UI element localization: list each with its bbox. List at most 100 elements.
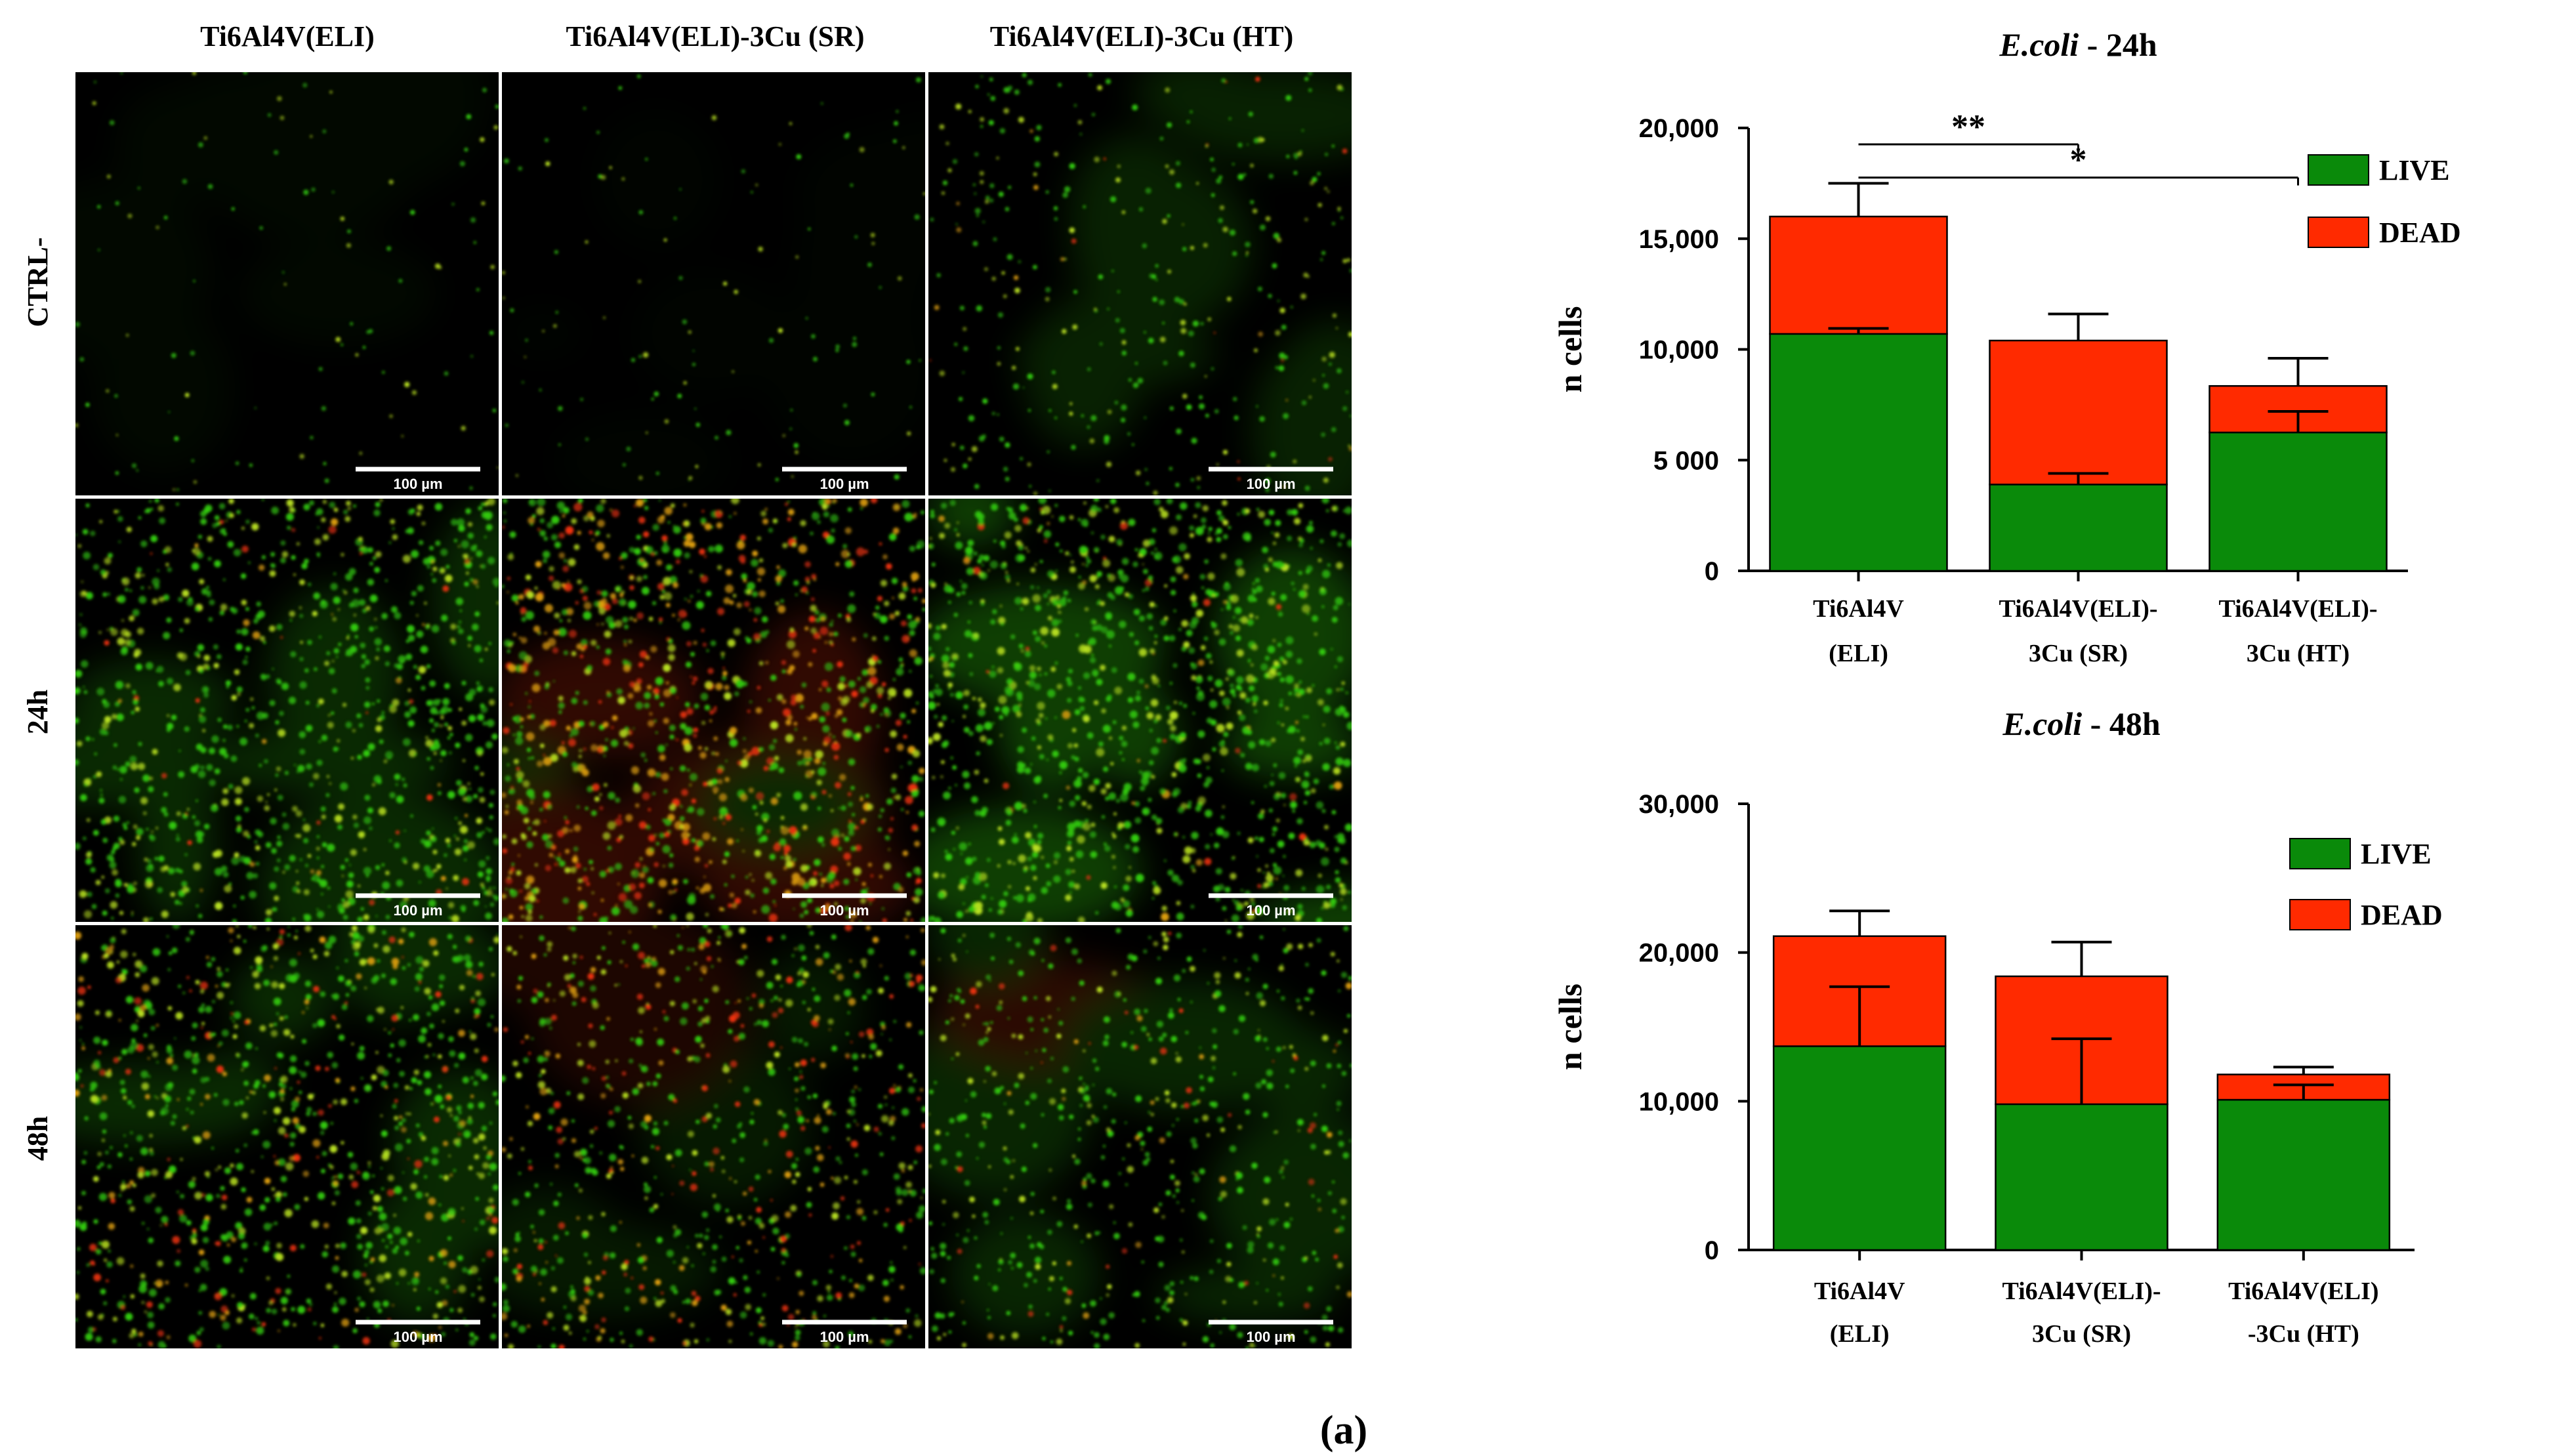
x-category-label: Ti6Al4V(ELI)- [1999,595,2157,623]
y-tick-label: 15,000 [1639,225,1719,254]
scale-bar-label: 100 µm [819,1329,869,1345]
bar-live [1769,333,1948,572]
column-header-sr: Ti6Al4V(ELI)-3Cu (SR) [566,20,864,52]
stained-cells [75,72,499,491]
legend-label: LIVE [2361,838,2432,870]
stained-cells [502,74,925,482]
row-label-24h: 24h [22,690,54,734]
y-tick-label: 10,000 [1639,336,1719,365]
fluorescence-haze [928,499,1352,922]
legend-swatch [2308,154,2369,186]
x-category-label: Ti6Al4V [1813,595,1904,623]
legend-entry-dead: DEAD [2308,217,2461,249]
error-bar-live [2051,1037,2112,1104]
column-header-ht: Ti6Al4V(ELI)-3Cu (HT) [990,20,1293,52]
fluorescence-haze [1014,72,1352,495]
bar-live [1995,1103,2168,1251]
bar-live [2209,431,2388,572]
chart-title-organism: E.coli [1999,26,2079,63]
micrograph-24h-ti6al4v-eli-3cu-sr: 100 µm [502,499,925,922]
micrograph-grid: Ti6Al4V(ELI) Ti6Al4V(ELI)-3Cu (SR) Ti6Al… [22,20,1352,1348]
y-axis-label: n cells [1552,984,1588,1070]
stained-cells [502,499,925,922]
scale-bar-label: 100 µm [1246,902,1295,919]
micrograph-24h-ti6al4v-eli: 100 µm [75,499,499,922]
y-tick-label: 5 000 [1653,446,1719,475]
x-category-label: 3Cu (SR) [2029,640,2128,667]
stained-cells [502,925,925,1348]
scale-bar-label: 100 µm [819,476,869,492]
error-bar-dead [2268,357,2329,386]
stained-cells [928,499,1352,922]
scale-bar-label: 100 µm [1246,1329,1295,1345]
row-label-48h: 48h [22,1116,54,1161]
y-axis-label: n cells [1552,306,1588,393]
micrograph-48h-ti6al4v-eli-3cu-ht: 100 µm [928,925,1352,1348]
row-label-ctrl: CTRL- [22,238,54,327]
significance-bracket: * [1858,142,2299,186]
micrograph-background [502,72,925,495]
fluorescence-haze [75,72,491,474]
x-category-label: 3Cu (HT) [2247,640,2350,667]
y-tick-label: 20,000 [1639,939,1719,968]
micrograph-48h-ti6al4v-eli: 100 µm [75,925,499,1348]
y-tick-label: 20,000 [1639,114,1719,143]
chart-title-time: - 48h [2082,705,2161,742]
error-bar-live [2268,410,2329,433]
x-category-label: Ti6Al4V(ELI)- [2218,595,2377,623]
legend-swatch [2308,217,2369,248]
legend-swatch [2289,899,2351,930]
bar-live [1772,1045,1947,1251]
error-bar-live [2273,1083,2334,1100]
legend-swatch [2289,838,2351,869]
chart-title: E.coli - 48h [2002,705,2160,742]
stained-cells [75,499,499,922]
chart-48h: E.coli - 48h n cells 0 10,000 20,000 30,000 Ti… [1552,705,2443,1348]
fluorescence-haze [928,925,1352,1336]
error-bar-dead [2048,312,2109,341]
bar-dead [1769,215,1948,335]
bar-dead [1989,339,2168,486]
x-category-label: -3Cu (HT) [2248,1320,2359,1348]
legend-entry-dead: DEAD [2289,899,2443,931]
scale-bar-label: 100 µm [393,1329,442,1345]
chart-title: E.coli - 24h [1999,26,2157,63]
significance-bracket: ** [1858,108,2079,152]
bar-live [2216,1098,2391,1251]
error-bar-dead [2051,940,2112,976]
legend-label: LIVE [2379,154,2450,186]
micrograph-ctrl-ti6al4v-eli-3cu-ht: 100 µm [928,72,1352,495]
figure-caption: (a) [1320,1408,1367,1453]
x-category-label: 3Cu (SR) [2032,1320,2131,1348]
scale-bar-label: 100 µm [393,902,442,919]
error-bar-dead [2273,1066,2334,1075]
micrograph-ctrl-ti6al4v-eli-3cu-sr: 100 µm [502,72,925,495]
error-bar-dead [1828,182,1889,217]
y-tick-label: 0 [1705,1236,1719,1265]
x-category-label: Ti6Al4V [1814,1278,1905,1305]
error-bar-dead [1829,909,1890,936]
micrograph-24h-ti6al4v-eli-3cu-ht: 100 µm [928,499,1352,922]
y-tick-label: 10,000 [1639,1087,1719,1116]
error-bar-live [1829,985,1890,1047]
x-category-label: (ELI) [1830,1320,1890,1348]
x-category-label: Ti6Al4V(ELI) [2228,1278,2378,1305]
legend-entry-live: LIVE [2308,154,2450,186]
stained-cells [929,72,1352,495]
chart-24h: E.coli - 24h n cells 0 5 000 10,000 15,000 20,… [1552,26,2461,667]
scale-bar-label: 100 µm [393,476,442,492]
chart-title-time: - 24h [2079,26,2157,63]
stained-cells [75,925,499,1348]
legend-label: DEAD [2379,217,2461,249]
significance-label: * [2070,142,2087,179]
micrograph-panels: 100 µm 100 µm 100 µm 100 µm 100 µm 100 µm 100 … [75,72,1352,1348]
y-tick-label: 30,000 [1639,790,1719,819]
error-bar-live [2048,472,2109,485]
column-header-eli: Ti6Al4V(ELI) [200,20,375,52]
stained-cells [928,925,1352,1348]
legend-entry-live: LIVE [2289,838,2432,870]
legend-label: DEAD [2361,899,2443,931]
micrograph-ctrl-ti6al4v-eli: 100 µm [75,72,499,495]
scale-bar-label: 100 µm [1246,476,1295,492]
